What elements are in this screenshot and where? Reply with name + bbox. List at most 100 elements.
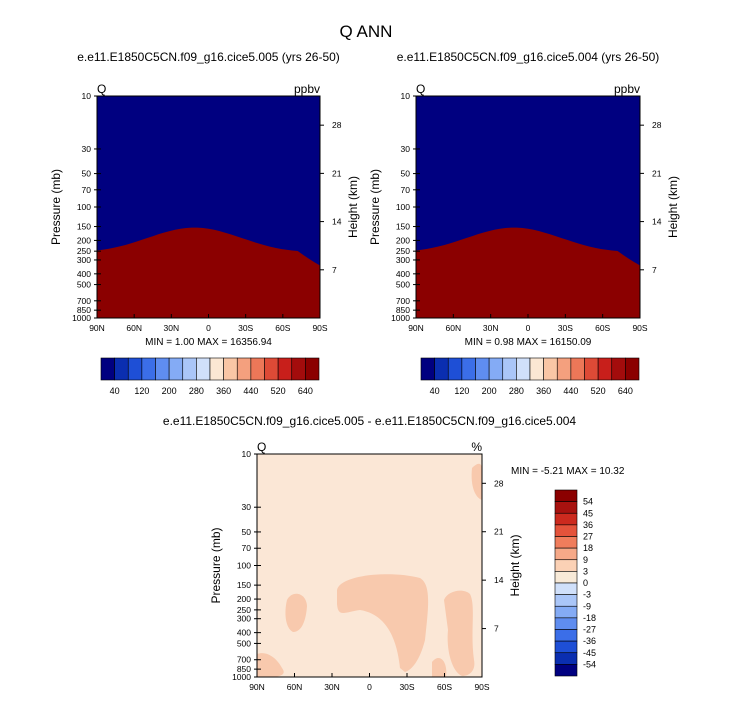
x-tick-label: 30N (164, 323, 180, 333)
y-tick-label: 150 (396, 222, 410, 232)
colorbar-swatch (291, 357, 306, 381)
y-tick-label: 250 (237, 605, 251, 615)
colorbar-swatch (554, 640, 578, 654)
min-max-label: MIN = 0.98 MAX = 16150.09 (465, 337, 592, 348)
y-tick-label: 300 (237, 614, 251, 624)
y-tick-label: 250 (77, 246, 91, 256)
colorbar-swatch (502, 357, 517, 381)
variable-label: Q (97, 82, 106, 96)
colorbar-swatch (114, 357, 129, 381)
x-tick-label: 90S (632, 323, 647, 333)
panel-title: e.e11.E1850C5CN.f09_g16.cice5.004 (yrs 2… (397, 50, 660, 64)
colorbar-label: 120 (134, 386, 149, 396)
colorbar-swatch (277, 357, 293, 381)
y-tick-label: 100 (396, 202, 410, 212)
y-tick-label: 70 (82, 185, 92, 195)
colorbar-label: 54 (583, 497, 593, 507)
x-tick-label: 30S (238, 323, 253, 333)
y-tick-label: 200 (237, 594, 251, 604)
colorbar-label: 36 (583, 520, 593, 530)
colorbar-label: 360 (536, 386, 551, 396)
colorbar-swatch (554, 547, 578, 561)
colorbar-label: 0 (583, 578, 588, 588)
colorbar-swatch (155, 357, 170, 381)
colorbar-swatch (236, 357, 252, 381)
field-contour-patch (432, 657, 447, 677)
y-right-tick-label: 7 (494, 624, 499, 634)
units-label: ppbv (614, 82, 640, 96)
y-tick-label: 500 (396, 280, 410, 290)
y-tick-label: 10 (242, 449, 252, 459)
y-axis-label: Pressure (mb) (209, 527, 223, 603)
colorbar-label: -45 (583, 648, 596, 658)
x-tick-label: 60N (126, 323, 142, 333)
y-tick-label: 30 (82, 144, 92, 154)
x-tick-label: 30N (324, 682, 340, 692)
colorbar-label: -54 (583, 659, 596, 669)
colorbar-label: 440 (243, 386, 258, 396)
colorbar-swatch (305, 357, 320, 381)
colorbar-swatch (447, 357, 463, 381)
y-tick-label: 500 (77, 280, 91, 290)
colorbar-swatch (420, 357, 435, 381)
colorbar-swatch (529, 357, 544, 381)
colorbar-swatch (570, 357, 585, 381)
colorbar-swatch (554, 629, 578, 642)
colorbar-swatch (475, 357, 490, 381)
colorbar-label: 280 (189, 386, 204, 396)
y-tick-label: 500 (237, 638, 251, 648)
y-tick-label: 50 (401, 169, 411, 179)
y-tick-label: 850 (237, 664, 251, 674)
colorbar-label: 27 (583, 532, 593, 542)
y-tick-label: 850 (396, 305, 410, 315)
colorbar-swatch (543, 357, 558, 381)
x-tick-label: 30N (483, 323, 499, 333)
x-tick-label: 60N (287, 682, 303, 692)
y-right-axis-label: Height (km) (508, 534, 522, 596)
units-label: % (471, 440, 482, 454)
y-tick-label: 400 (77, 269, 91, 279)
field-contour-patch (257, 653, 284, 678)
y-tick-label: 400 (237, 628, 251, 638)
y-axis-label: Pressure (mb) (368, 169, 382, 245)
colorbar-label: 40 (110, 386, 120, 396)
field-background (257, 454, 482, 677)
y-tick-label: 30 (401, 144, 411, 154)
y-tick-label: 300 (77, 255, 91, 265)
colorbar-swatch (209, 357, 224, 381)
x-tick-label: 90S (312, 323, 327, 333)
y-tick-label: 50 (242, 527, 252, 537)
colorbar-label: -18 (583, 613, 596, 623)
colorbar-label: 280 (509, 386, 524, 396)
colorbar-label: -27 (583, 625, 596, 635)
y-right-tick-label: 28 (494, 478, 504, 488)
colorbar-swatch (264, 357, 279, 381)
colorbar-label: -9 (583, 601, 591, 611)
colorbar-swatch (625, 357, 640, 381)
colorbar-label: 360 (216, 386, 231, 396)
y-right-tick-label: 28 (652, 120, 662, 130)
y-tick-label: 10 (401, 91, 411, 101)
colorbar-swatch (488, 357, 504, 381)
colorbar-label: 200 (482, 386, 497, 396)
colorbar-swatch (597, 357, 613, 381)
y-right-tick-label: 7 (652, 265, 657, 275)
variable-label: Q (416, 82, 425, 96)
colorbar-label: 640 (618, 386, 633, 396)
colorbar-label: 18 (583, 543, 593, 553)
colorbar-swatch (554, 582, 578, 595)
y-tick-label: 200 (396, 235, 410, 245)
colorbar-swatch (141, 357, 156, 381)
colorbar-swatch (584, 357, 599, 381)
field-contour-band (416, 227, 640, 318)
y-tick-label: 200 (77, 235, 91, 245)
y-right-tick-label: 21 (332, 168, 342, 178)
x-tick-label: 30S (558, 323, 573, 333)
colorbar-label: 3 (583, 566, 588, 576)
colorbar-label: 520 (271, 386, 286, 396)
field-contour-patch (285, 593, 307, 632)
y-right-tick-label: 21 (652, 168, 662, 178)
colorbar-label: 640 (298, 386, 313, 396)
y-tick-label: 400 (396, 269, 410, 279)
